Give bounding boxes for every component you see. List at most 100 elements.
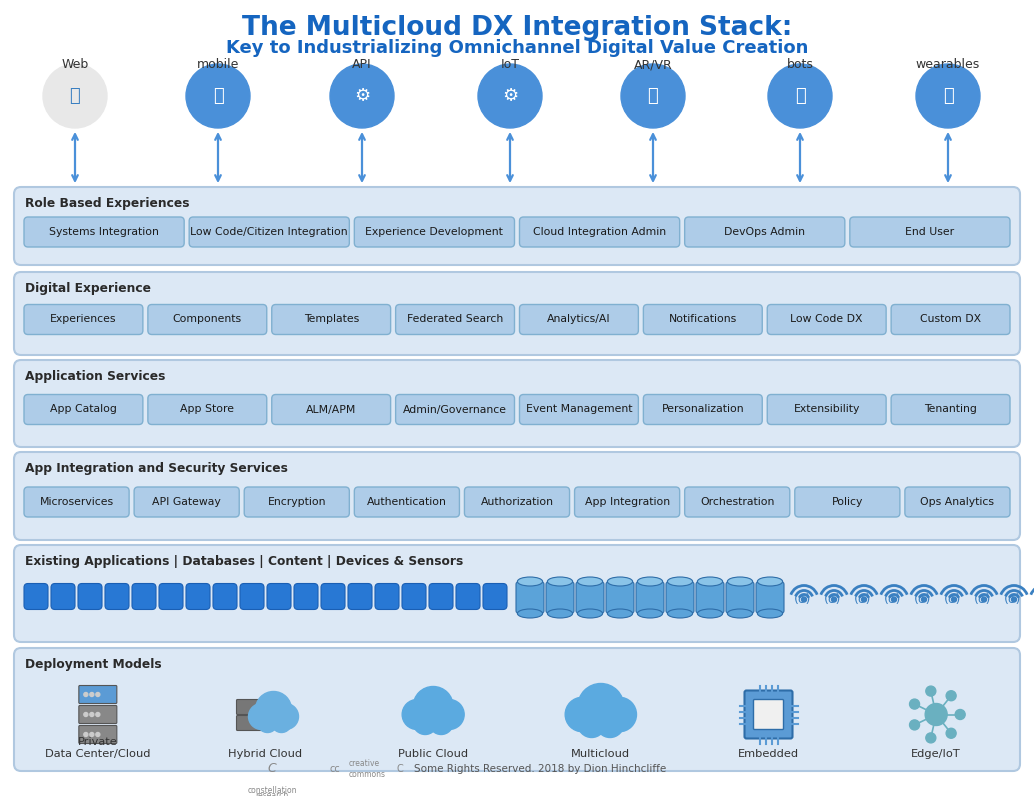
Text: (o): (o) [884,593,902,606]
FancyBboxPatch shape [726,582,754,614]
FancyBboxPatch shape [519,395,638,424]
Circle shape [925,733,936,743]
FancyBboxPatch shape [79,705,117,724]
Circle shape [84,712,88,716]
FancyBboxPatch shape [14,545,1020,642]
Circle shape [429,711,453,735]
FancyBboxPatch shape [355,217,515,247]
Circle shape [96,732,100,736]
Circle shape [272,712,292,732]
Text: creative
commons: creative commons [349,759,386,778]
FancyBboxPatch shape [850,217,1010,247]
Ellipse shape [637,577,663,586]
Text: 🤖: 🤖 [794,87,805,105]
Text: AR/VR: AR/VR [634,58,672,71]
Text: Tenanting: Tenanting [924,404,977,415]
Ellipse shape [577,577,603,586]
Text: App Catalog: App Catalog [50,404,117,415]
Text: Digital Experience: Digital Experience [25,282,151,295]
FancyBboxPatch shape [51,583,75,610]
Circle shape [925,686,936,696]
Text: App Integration: App Integration [584,497,670,507]
Text: IoT: IoT [500,58,519,71]
Text: Microservices: Microservices [39,497,114,507]
FancyBboxPatch shape [754,700,784,729]
Circle shape [478,64,542,128]
FancyBboxPatch shape [272,395,391,424]
Text: Role Based Experiences: Role Based Experiences [25,197,189,210]
Circle shape [273,704,299,729]
Circle shape [330,64,394,128]
Text: (o): (o) [794,593,812,606]
FancyBboxPatch shape [148,305,267,334]
Text: Public Cloud: Public Cloud [398,749,468,759]
Text: C: C [397,764,403,774]
Text: Personalization: Personalization [662,404,744,415]
Text: 📱: 📱 [213,87,223,105]
Text: Admin/Governance: Admin/Governance [403,404,507,415]
FancyBboxPatch shape [237,700,265,715]
Circle shape [414,686,453,727]
Circle shape [597,710,624,738]
Text: Systems Integration: Systems Integration [50,227,159,237]
Text: App Store: App Store [180,404,235,415]
Text: ALM/APM: ALM/APM [306,404,357,415]
Circle shape [402,700,432,729]
Text: Extensibility: Extensibility [793,404,860,415]
Circle shape [801,597,807,602]
FancyBboxPatch shape [396,395,515,424]
Circle shape [90,712,94,716]
Circle shape [257,712,277,732]
FancyBboxPatch shape [891,305,1010,334]
Text: Hybrid Cloud: Hybrid Cloud [229,749,303,759]
Text: 🕸: 🕸 [69,87,81,105]
Text: Authorization: Authorization [481,497,553,507]
FancyBboxPatch shape [636,582,664,614]
FancyBboxPatch shape [606,582,634,614]
Circle shape [981,597,986,602]
Ellipse shape [607,577,633,586]
FancyBboxPatch shape [355,487,459,517]
FancyBboxPatch shape [14,272,1020,355]
Ellipse shape [517,577,543,586]
FancyBboxPatch shape [576,582,604,614]
FancyBboxPatch shape [516,582,544,614]
Ellipse shape [727,577,753,586]
FancyBboxPatch shape [78,583,102,610]
Circle shape [910,699,919,709]
FancyBboxPatch shape [79,725,117,743]
Text: (o): (o) [974,593,992,606]
FancyBboxPatch shape [696,582,724,614]
Ellipse shape [757,577,783,586]
Ellipse shape [757,609,783,618]
Ellipse shape [577,609,603,618]
Circle shape [578,684,624,729]
Text: The Multicloud DX Integration Stack:: The Multicloud DX Integration Stack: [242,15,792,41]
Text: Federated Search: Federated Search [407,314,504,325]
Text: Private
Data Center/Cloud: Private Data Center/Cloud [45,737,151,759]
Ellipse shape [667,577,693,586]
Text: C: C [268,763,276,775]
Circle shape [891,597,896,602]
FancyBboxPatch shape [244,487,349,517]
Circle shape [951,597,956,602]
FancyBboxPatch shape [643,305,762,334]
Text: Encryption: Encryption [268,497,326,507]
Text: Application Services: Application Services [25,370,165,383]
Circle shape [916,64,980,128]
Text: Experiences: Experiences [51,314,117,325]
Text: Existing Applications | Databases | Content | Devices & Sensors: Existing Applications | Databases | Cont… [25,555,463,568]
Circle shape [434,700,464,729]
Circle shape [248,704,274,729]
Circle shape [90,732,94,736]
Circle shape [414,711,437,735]
Text: (o): (o) [854,593,872,606]
Circle shape [96,712,100,716]
FancyBboxPatch shape [159,583,183,610]
Text: DevOps Admin: DevOps Admin [724,227,805,237]
Text: Low Code DX: Low Code DX [790,314,863,325]
FancyBboxPatch shape [105,583,129,610]
FancyBboxPatch shape [321,583,345,610]
Circle shape [910,720,919,730]
FancyBboxPatch shape [14,452,1020,540]
